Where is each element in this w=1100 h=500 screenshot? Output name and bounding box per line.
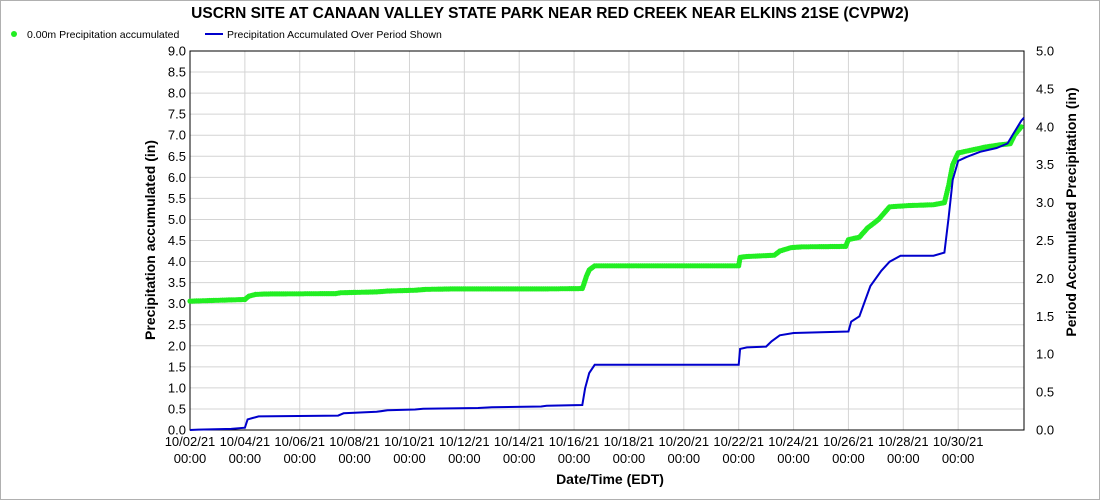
x-tick-label-date: 10/22/21 xyxy=(713,434,764,449)
x-tick-label-time: 00:00 xyxy=(558,451,591,466)
y-right-tick-label: 2.0 xyxy=(1036,271,1054,286)
y-left-tick-label: 6.0 xyxy=(168,170,186,185)
x-tick-label-date: 10/16/21 xyxy=(549,434,600,449)
y-left-tick-label: 5.5 xyxy=(168,191,186,206)
x-tick-label-time: 00:00 xyxy=(338,451,371,466)
x-tick-label-date: 10/20/21 xyxy=(659,434,710,449)
y-right-tick-label: 1.0 xyxy=(1036,347,1054,362)
y-left-tick-label: 0.5 xyxy=(168,401,186,416)
x-tick-label-time: 00:00 xyxy=(668,451,701,466)
y-right-tick-label: 0.0 xyxy=(1036,423,1054,438)
x-tick-label-time: 00:00 xyxy=(503,451,536,466)
y-left-tick-label: 2.0 xyxy=(168,338,186,353)
y-left-tick-label: 9.0 xyxy=(168,44,186,59)
series-period-accumulated-line xyxy=(189,117,1025,431)
grid-lines xyxy=(189,50,1024,431)
x-tick-label-date: 10/24/21 xyxy=(768,434,819,449)
x-tick-label-time: 00:00 xyxy=(393,451,426,466)
y-right-tick-label: 1.5 xyxy=(1036,309,1054,324)
x-tick-label-time: 00:00 xyxy=(777,451,810,466)
axis-labels: 0.0 0.5 1.0 1.5 2.0 2.5 3.0 3.5 4.0 4.5 5.0 5.5 6.0 6… xyxy=(165,44,1054,467)
x-tick-label-time: 00:00 xyxy=(887,451,920,466)
y-left-tick-label: 5.0 xyxy=(168,212,186,227)
y-left-tick-label: 4.0 xyxy=(168,254,186,269)
y-right-tick-label: 5.0 xyxy=(1036,44,1054,59)
legend-label-series-2: Precipitation Accumulated Over Period Sh… xyxy=(227,29,442,41)
y-left-tick-label: 3.5 xyxy=(168,275,186,290)
x-axis-title: Date/Time (EDT) xyxy=(556,471,664,487)
y-left-tick-label: 1.5 xyxy=(168,359,186,374)
series-layer xyxy=(187,117,1025,431)
x-tick-label-time: 00:00 xyxy=(613,451,646,466)
y-left-tick-label: 8.0 xyxy=(168,86,186,101)
x-tick-label-time: 00:00 xyxy=(283,451,316,466)
legend: 0.00m Precipitation accumulated Precipit… xyxy=(11,29,442,41)
y-left-tick-label: 3.0 xyxy=(168,296,186,311)
y-left-tick-label: 7.5 xyxy=(168,107,186,122)
x-tick-label-date: 10/18/21 xyxy=(604,434,655,449)
x-tick-label-date: 10/28/21 xyxy=(878,434,929,449)
x-tick-label-time: 00:00 xyxy=(832,451,865,466)
x-tick-label-date: 10/14/21 xyxy=(494,434,545,449)
y-left-tick-label: 4.5 xyxy=(168,233,186,248)
x-tick-label-date: 10/30/21 xyxy=(933,434,984,449)
y-left-tick-label: 2.5 xyxy=(168,317,186,332)
x-tick-label-date: 10/10/21 xyxy=(384,434,435,449)
x-tick-label-time: 00:00 xyxy=(448,451,481,466)
legend-label-series-1: 0.00m Precipitation accumulated xyxy=(27,29,179,41)
legend-swatch-series-1 xyxy=(11,31,17,37)
y-right-tick-label: 2.5 xyxy=(1036,233,1054,248)
plot-area-border xyxy=(189,50,1025,431)
y-left-tick-label: 7.0 xyxy=(168,128,186,143)
x-tick-label-date: 10/06/21 xyxy=(274,434,325,449)
x-tick-label-time: 00:00 xyxy=(722,451,755,466)
y-left-tick-label: 1.0 xyxy=(168,380,186,395)
y-left-tick-label: 6.5 xyxy=(168,149,186,164)
x-tick-label-time: 00:00 xyxy=(942,451,975,466)
y-right-tick-label: 0.5 xyxy=(1036,385,1054,400)
y-right-tick-label: 4.5 xyxy=(1036,81,1054,96)
x-tick-label-date: 10/04/21 xyxy=(220,434,271,449)
x-tick-label-date: 10/08/21 xyxy=(329,434,380,449)
y-right-tick-label: 3.0 xyxy=(1036,195,1054,210)
y-left-tick-label: 8.5 xyxy=(168,65,186,80)
x-tick-label-date: 10/26/21 xyxy=(823,434,874,449)
x-tick-label-time: 00:00 xyxy=(174,451,207,466)
y-right-tick-label: 3.5 xyxy=(1036,157,1054,172)
y-axis-left-title: Precipitation accumulated (in) xyxy=(142,140,158,340)
y-right-tick-label: 4.0 xyxy=(1036,119,1054,134)
series-precip-accumulated xyxy=(187,124,1024,304)
chart-title: USCRN SITE AT CANAAN VALLEY STATE PARK N… xyxy=(191,5,909,22)
data-point xyxy=(1018,124,1024,130)
x-tick-label-time: 00:00 xyxy=(229,451,262,466)
y-axis-right-title: Period Accumulated Precipitation (in) xyxy=(1063,87,1079,336)
x-tick-label-date: 10/02/21 xyxy=(165,434,216,449)
y-left-tick-label: 0.0 xyxy=(168,423,186,438)
x-tick-label-date: 10/12/21 xyxy=(439,434,490,449)
